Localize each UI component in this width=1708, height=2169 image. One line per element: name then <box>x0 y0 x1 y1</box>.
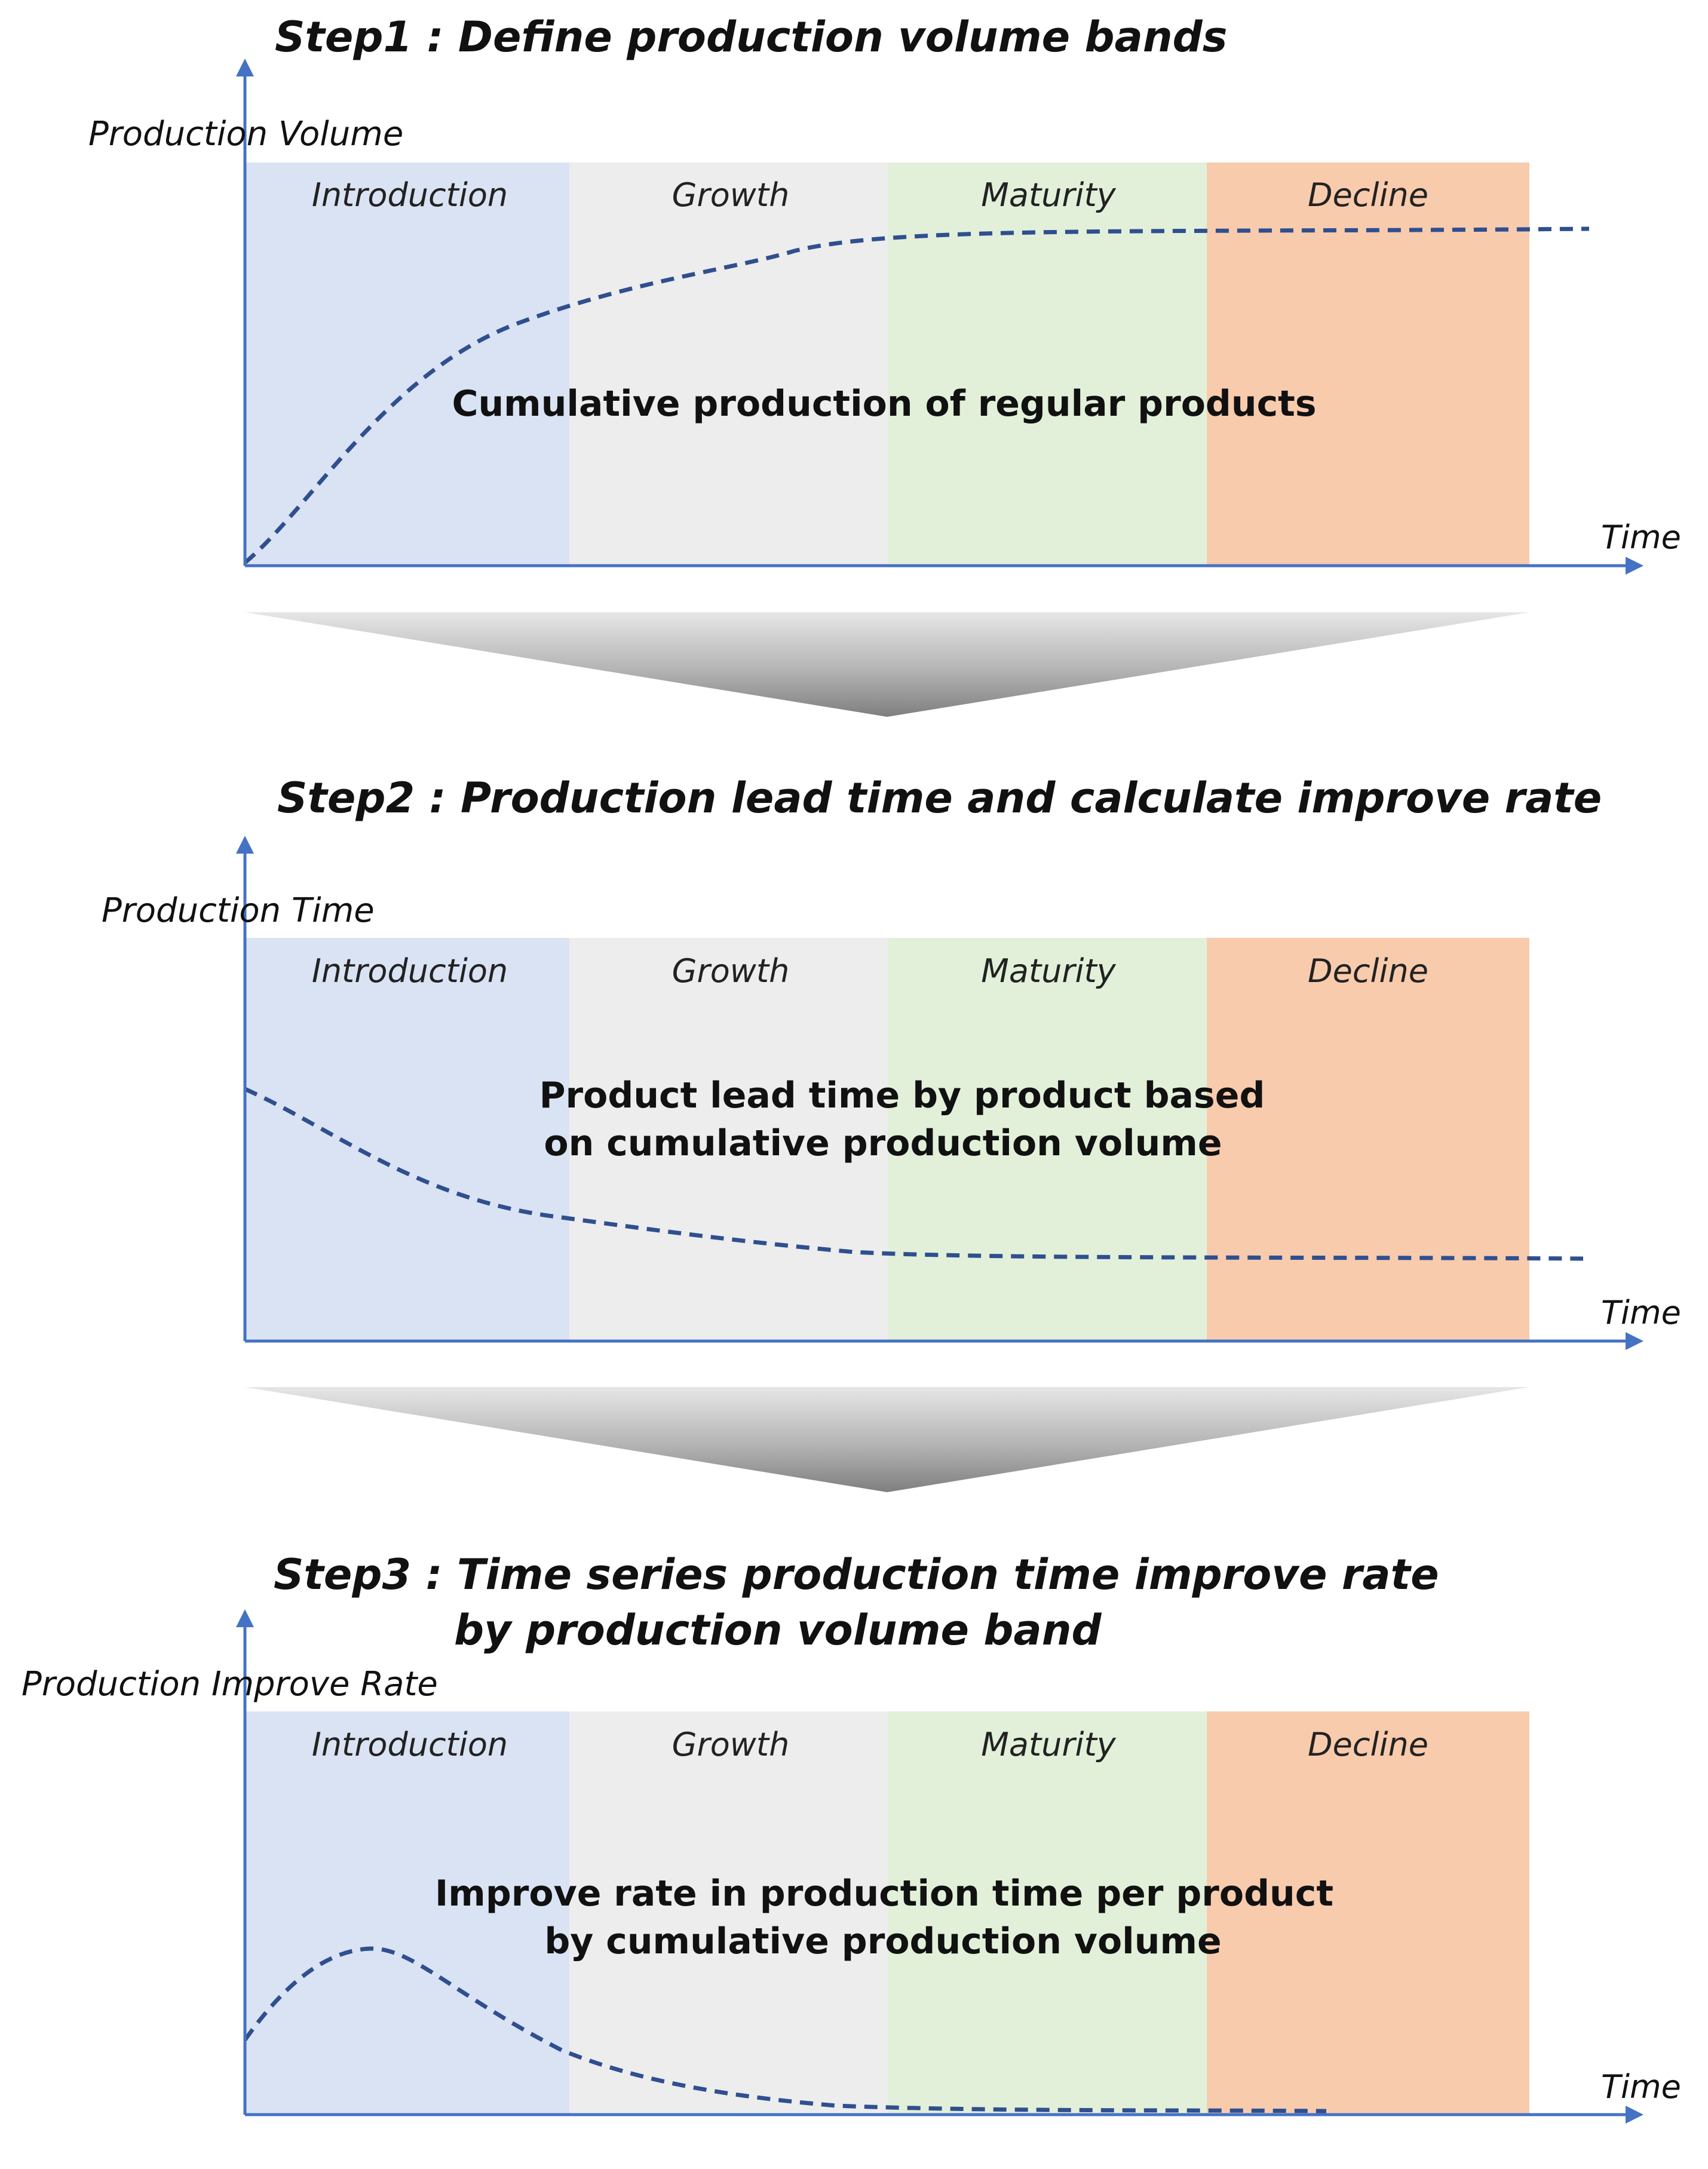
step3-title-line1: Step3 : Time series production time impr… <box>274 1550 1439 1599</box>
step3-x-axis-label: Time <box>1601 2068 1681 2106</box>
production-lead-time-curve <box>244 1087 1584 1261</box>
step3-panel: Step3 : Time series production time impr… <box>22 1550 1681 2124</box>
band-label-maturity: Maturity <box>981 176 1116 214</box>
band-label-introduction: Introduction <box>312 176 508 214</box>
step1-x-axis-label: Time <box>1601 519 1681 556</box>
band-maturity <box>888 162 1207 566</box>
band-label-decline: Decline <box>1308 176 1428 214</box>
band-label-maturity: Maturity <box>981 1726 1116 1763</box>
cumulative-production-curve <box>243 226 1590 565</box>
step1-description: Cumulative production of regular product… <box>452 383 1316 425</box>
band-label-introduction: Introduction <box>312 952 508 990</box>
band-introduction <box>245 938 569 1341</box>
band-label-introduction: Introduction <box>312 1726 508 1763</box>
band-label-growth: Growth <box>672 1726 790 1763</box>
band-introduction <box>245 162 569 566</box>
band-maturity <box>888 1711 1207 2115</box>
step2-title: Step2 : Production lead time and calcula… <box>277 774 1602 823</box>
step2-description-line2: on cumulative production volume <box>544 1122 1222 1164</box>
band-decline <box>1207 938 1529 1341</box>
step3-y-axis-label: Production Improve Rate <box>22 1665 438 1704</box>
band-decline <box>1207 1711 1529 2115</box>
band-label-maturity: Maturity <box>981 952 1116 990</box>
step-transition-arrow-2 <box>245 1387 1529 1492</box>
step2-description-line1: Product lead time by product based <box>539 1075 1265 1116</box>
band-growth <box>569 1711 888 2115</box>
step-transition-arrow-1 <box>245 612 1529 717</box>
step3-title-line2: by production volume band <box>454 1606 1102 1655</box>
band-growth <box>569 938 888 1341</box>
step1-title: Step1 : Define production volume bands <box>275 13 1227 62</box>
band-maturity <box>888 938 1207 1341</box>
band-growth <box>569 162 888 566</box>
band-decline <box>1207 162 1529 566</box>
band-label-growth: Growth <box>672 952 790 990</box>
step2-panel: Step2 : Production lead time and calcula… <box>102 774 1681 1350</box>
band-label-decline: Decline <box>1308 1726 1428 1763</box>
step3-description-line1: Improve rate in production time per prod… <box>435 1873 1333 1915</box>
step1-panel: Step1 : Define production volume bands I… <box>88 13 1681 575</box>
step2-x-axis-label: Time <box>1601 1294 1681 1332</box>
step3-description-line2: by cumulative production volume <box>544 1920 1221 1962</box>
step2-y-axis-label: Production Time <box>102 891 375 930</box>
step1-y-axis-label: Production Volume <box>88 115 403 154</box>
band-label-growth: Growth <box>672 176 790 214</box>
band-label-decline: Decline <box>1308 952 1428 990</box>
band-introduction <box>245 1711 569 2115</box>
